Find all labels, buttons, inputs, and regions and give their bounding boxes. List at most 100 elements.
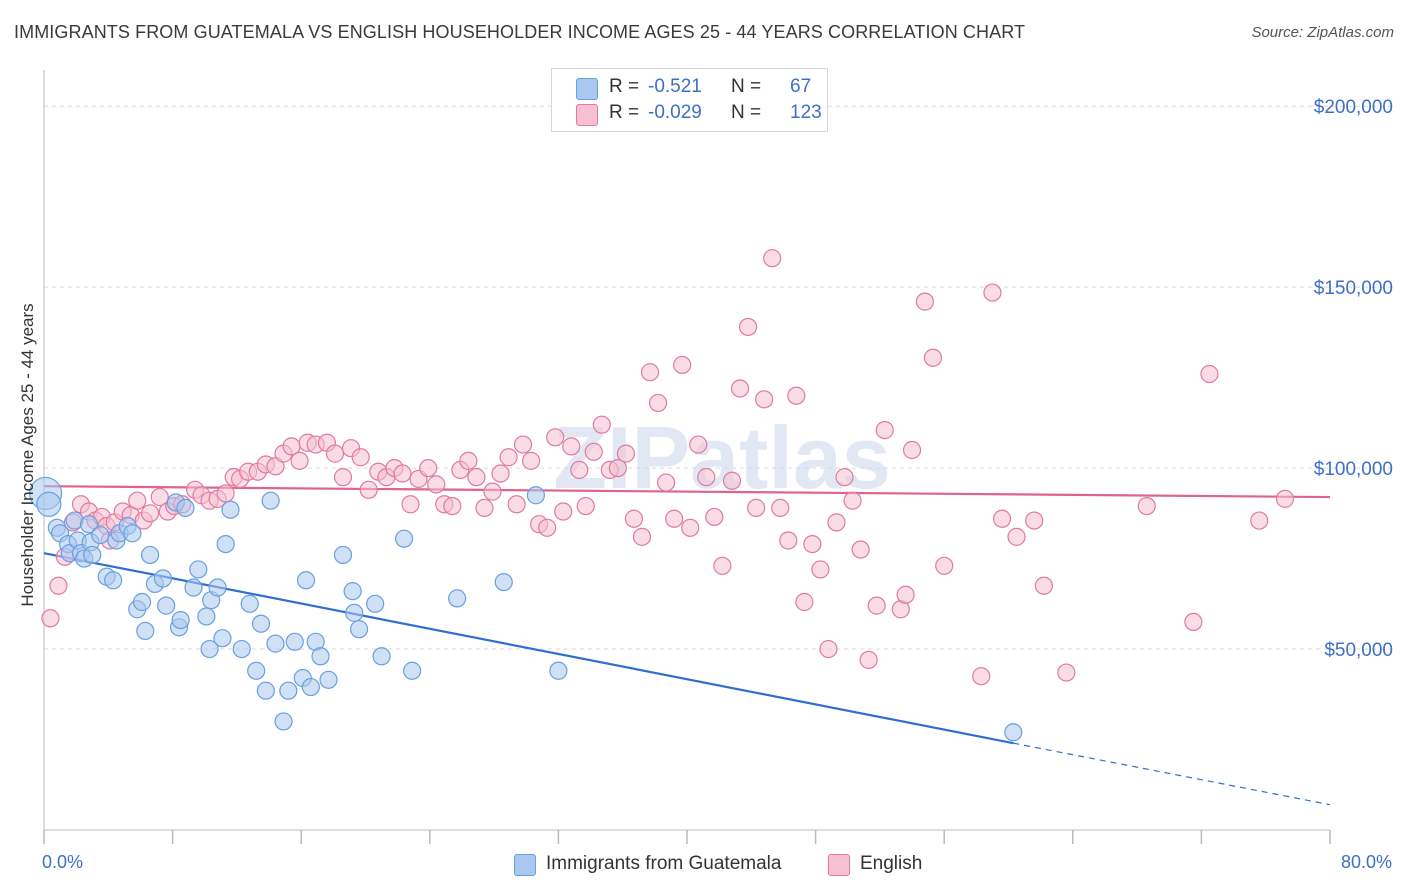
english-point xyxy=(923,348,943,367)
english-point xyxy=(459,451,478,470)
english-point xyxy=(513,435,533,454)
english-point xyxy=(859,650,878,670)
english-point xyxy=(427,475,446,494)
r-label: R = xyxy=(609,76,640,97)
guatemala-point xyxy=(132,592,152,612)
english-point xyxy=(722,471,742,490)
english-point xyxy=(738,317,758,337)
english-point xyxy=(657,473,676,492)
guatemala-point xyxy=(311,647,330,666)
x-tick-label-min: 0.0% xyxy=(42,852,84,872)
guatemala-point xyxy=(319,670,338,689)
english-point xyxy=(915,292,935,311)
english-point xyxy=(1275,489,1295,508)
english-point xyxy=(538,518,557,537)
english-point xyxy=(1007,527,1026,546)
guatemala-point xyxy=(366,594,385,613)
english-point xyxy=(393,464,412,483)
english-point xyxy=(576,496,595,516)
r-value: -0.029 xyxy=(648,102,702,123)
y-tick-label: $50,000 xyxy=(1324,640,1393,661)
guatemala-point xyxy=(343,582,362,601)
english-point xyxy=(681,518,700,537)
english-point xyxy=(150,487,169,507)
english-point xyxy=(562,437,581,456)
english-point xyxy=(41,609,60,628)
guatemala-point xyxy=(345,603,364,622)
guatemala-point xyxy=(91,525,110,545)
english-point xyxy=(1137,496,1156,516)
english-point xyxy=(216,484,235,503)
guatemala-point xyxy=(240,594,259,613)
english-point xyxy=(730,379,750,398)
english-point xyxy=(333,468,353,487)
english-point xyxy=(992,509,1012,528)
english-point xyxy=(475,498,494,518)
english-point xyxy=(467,468,486,487)
guatemala-point xyxy=(83,545,102,565)
guatemala-point xyxy=(549,661,568,680)
english-point xyxy=(713,556,732,575)
guatemala-point xyxy=(247,661,266,680)
english-point xyxy=(140,504,160,523)
english-point xyxy=(851,540,870,559)
guatemala-point xyxy=(372,647,391,666)
english-point xyxy=(1250,511,1269,530)
english-point xyxy=(779,531,798,550)
english-trend-line xyxy=(43,485,1331,499)
guatemala-point xyxy=(140,545,160,565)
guatemala-point xyxy=(261,491,280,510)
english-point xyxy=(1034,576,1053,595)
guatemala-point xyxy=(176,498,195,518)
english-point xyxy=(632,527,652,546)
english-point xyxy=(491,464,510,483)
x-tick-label-max: 80.0% xyxy=(1340,852,1392,872)
r-value: -0.521 xyxy=(648,76,702,97)
n-value: 67 xyxy=(790,76,812,97)
guatemala-point xyxy=(349,620,369,639)
english-point xyxy=(616,444,636,463)
english-point xyxy=(747,498,766,518)
english-point xyxy=(896,585,915,604)
english-point xyxy=(648,393,668,413)
r-label: R = xyxy=(609,102,640,123)
y-axis-label: Householder Income Ages 25 - 44 years xyxy=(18,303,37,607)
english-point xyxy=(827,513,846,532)
english-point xyxy=(570,460,589,480)
english-point xyxy=(763,249,782,268)
english-point xyxy=(608,458,627,478)
n-label: N = xyxy=(731,102,762,123)
guatemala-point xyxy=(285,632,304,651)
english-point xyxy=(546,428,565,447)
guatemala-point xyxy=(296,571,316,590)
english-point xyxy=(867,596,886,615)
english-point xyxy=(624,509,644,528)
guatemala-point xyxy=(79,515,99,534)
data-points xyxy=(29,249,1295,742)
guatemala-point xyxy=(200,639,219,659)
guatemala-point xyxy=(153,569,173,588)
english-point xyxy=(819,639,838,659)
n-label: N = xyxy=(731,76,762,97)
english-point xyxy=(325,444,345,463)
english-point xyxy=(689,435,708,454)
guatemala-point xyxy=(171,610,190,630)
english-point xyxy=(665,509,684,528)
english-point xyxy=(290,451,309,470)
guatemala-point xyxy=(279,681,298,700)
guatemala-trend-line xyxy=(43,552,1014,745)
axes xyxy=(43,70,1331,844)
source-label: Source: ZipAtlas.com xyxy=(1251,24,1394,41)
guatemala-point xyxy=(394,529,414,548)
n-value: 123 xyxy=(790,102,822,123)
english-point xyxy=(351,448,370,467)
english-point xyxy=(843,491,862,510)
english-point xyxy=(554,502,573,521)
guatemala-point xyxy=(213,629,232,648)
english-point xyxy=(875,420,894,440)
trend-lines xyxy=(43,485,1331,806)
guatemala-point xyxy=(221,500,240,519)
english-point xyxy=(811,560,830,579)
english-point xyxy=(835,468,854,487)
guatemala-point xyxy=(136,621,155,641)
